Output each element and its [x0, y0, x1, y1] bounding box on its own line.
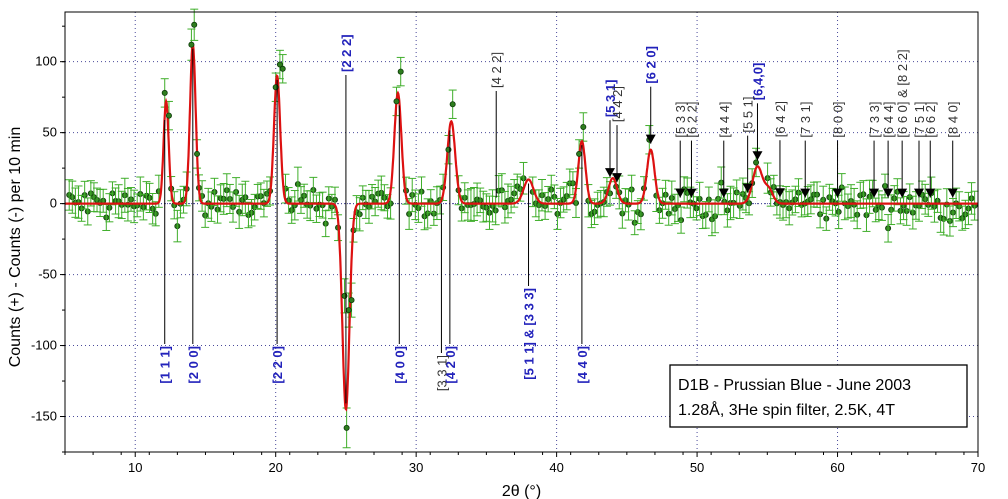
peak-label: [7 3 1]: [798, 101, 813, 137]
label-arrow: [800, 188, 811, 198]
data-point: [580, 123, 587, 130]
peak-label: [5 1 1] & [3 3 3]: [522, 288, 537, 380]
peak-label: [6 6 0] & [8 2 2]: [895, 49, 910, 137]
label-arrow: [774, 188, 785, 198]
label-arrow: [869, 188, 880, 198]
data-point: [393, 98, 400, 105]
data-point: [165, 112, 172, 119]
label-arrow: [645, 134, 656, 144]
x-tick-label: 30: [409, 460, 423, 475]
label-arrow: [686, 188, 697, 198]
label-arrow: [897, 188, 908, 198]
x-tick-label: 60: [830, 460, 844, 475]
peak-label: [6 2 0]: [644, 46, 659, 84]
axes: 10 20 30 40 50 60 70 -150 -100 -50 0 50 100: [31, 11, 985, 475]
data-point: [753, 159, 760, 166]
error-bars: [65, 8, 979, 449]
label-arrow: [925, 188, 936, 198]
legend-line: D1B - Prussian Blue - June 2003: [678, 377, 911, 394]
fit-curve-group: [65, 41, 978, 412]
peak-label: [8 4 0]: [946, 101, 961, 137]
label-arrow: [612, 173, 623, 183]
peak-label: [4 0 0]: [392, 346, 407, 384]
data-point: [449, 101, 456, 108]
data-point: [345, 307, 352, 314]
peak-annotations: [1 1 1] [2 0 0] [2 2 0] [2 2 2] [4 0 0] [4 2 …: [158, 34, 961, 404]
y-tick-label: -100: [31, 338, 57, 353]
label-arrow: [752, 151, 763, 161]
data-point: [279, 65, 286, 72]
data-point: [348, 297, 355, 304]
peak-label: [4 4 2]: [610, 86, 625, 122]
y-tick-label: 0: [50, 196, 57, 211]
data-point: [191, 21, 198, 28]
peak-label: [1 1 1]: [158, 346, 173, 384]
x-tick-label: 50: [690, 460, 704, 475]
y-tick-label: -150: [31, 409, 57, 424]
peak-label: [4 2 0]: [443, 346, 458, 384]
label-arrow: [832, 188, 843, 198]
x-tick-label: 70: [971, 460, 985, 475]
peak-label: [2 0 0]: [186, 346, 201, 384]
data-point: [397, 68, 404, 75]
x-tick-label: 10: [128, 460, 142, 475]
data-point: [276, 61, 283, 68]
label-arrow: [718, 188, 729, 198]
label-arrow: [947, 188, 958, 198]
data-point: [188, 41, 195, 48]
peak-label: [5 3 1]: [603, 80, 618, 118]
y-tick-label: 50: [43, 125, 57, 140]
label-arrow: [742, 183, 753, 193]
y-axis-title: Counts (+) - Counts (-) per 10 min: [7, 127, 24, 368]
label-arrow: [675, 188, 686, 198]
peak-label: [6 4 2]: [773, 101, 788, 137]
peak-label: [5 3 3]: [673, 101, 688, 137]
plot-frame: [64, 11, 979, 453]
peak-label: [2 2 2]: [339, 34, 354, 72]
peak-label: [6 2 2]: [684, 101, 699, 137]
peak-label: [8 0 0]: [831, 101, 846, 137]
peak-label: [2 2 0]: [270, 346, 285, 384]
peak-label: [7 3 3]: [867, 101, 882, 137]
data-point: [194, 150, 201, 157]
x-axis-title: 2θ (°): [502, 483, 541, 499]
legend-box: [669, 364, 968, 428]
peak-label: [6 6 2]: [923, 101, 938, 137]
peak-label: [4 4 4]: [717, 101, 732, 137]
fit-curve: [65, 41, 978, 412]
label-arrow: [914, 188, 925, 198]
legend-line: 1.28Å, 3He spin filter, 2.5K, 4T: [678, 400, 895, 419]
data-point: [161, 89, 168, 96]
peak-label: [5 5 1]: [741, 96, 756, 132]
label-arrow: [604, 168, 615, 178]
peak-label: [6 4 4]: [881, 101, 896, 137]
y-tick-label: -50: [38, 267, 57, 282]
x-tick-label: 40: [549, 460, 563, 475]
peak-label: [3 3 1]: [434, 355, 449, 391]
data-point: [576, 150, 583, 157]
peak-label: [7 5 1]: [912, 101, 927, 137]
peak-label: [4 2 2]: [489, 52, 504, 88]
legend: D1B - Prussian Blue - June 2003 1.28Å, 3H…: [669, 364, 968, 428]
peak-label: [4 4 0]: [575, 346, 590, 384]
peak-label: [6,4,0]: [750, 63, 765, 101]
x-tick-label: 20: [268, 460, 282, 475]
y-tick-label: 100: [35, 54, 57, 69]
label-arrow: [883, 188, 894, 198]
data-point: [343, 424, 350, 431]
